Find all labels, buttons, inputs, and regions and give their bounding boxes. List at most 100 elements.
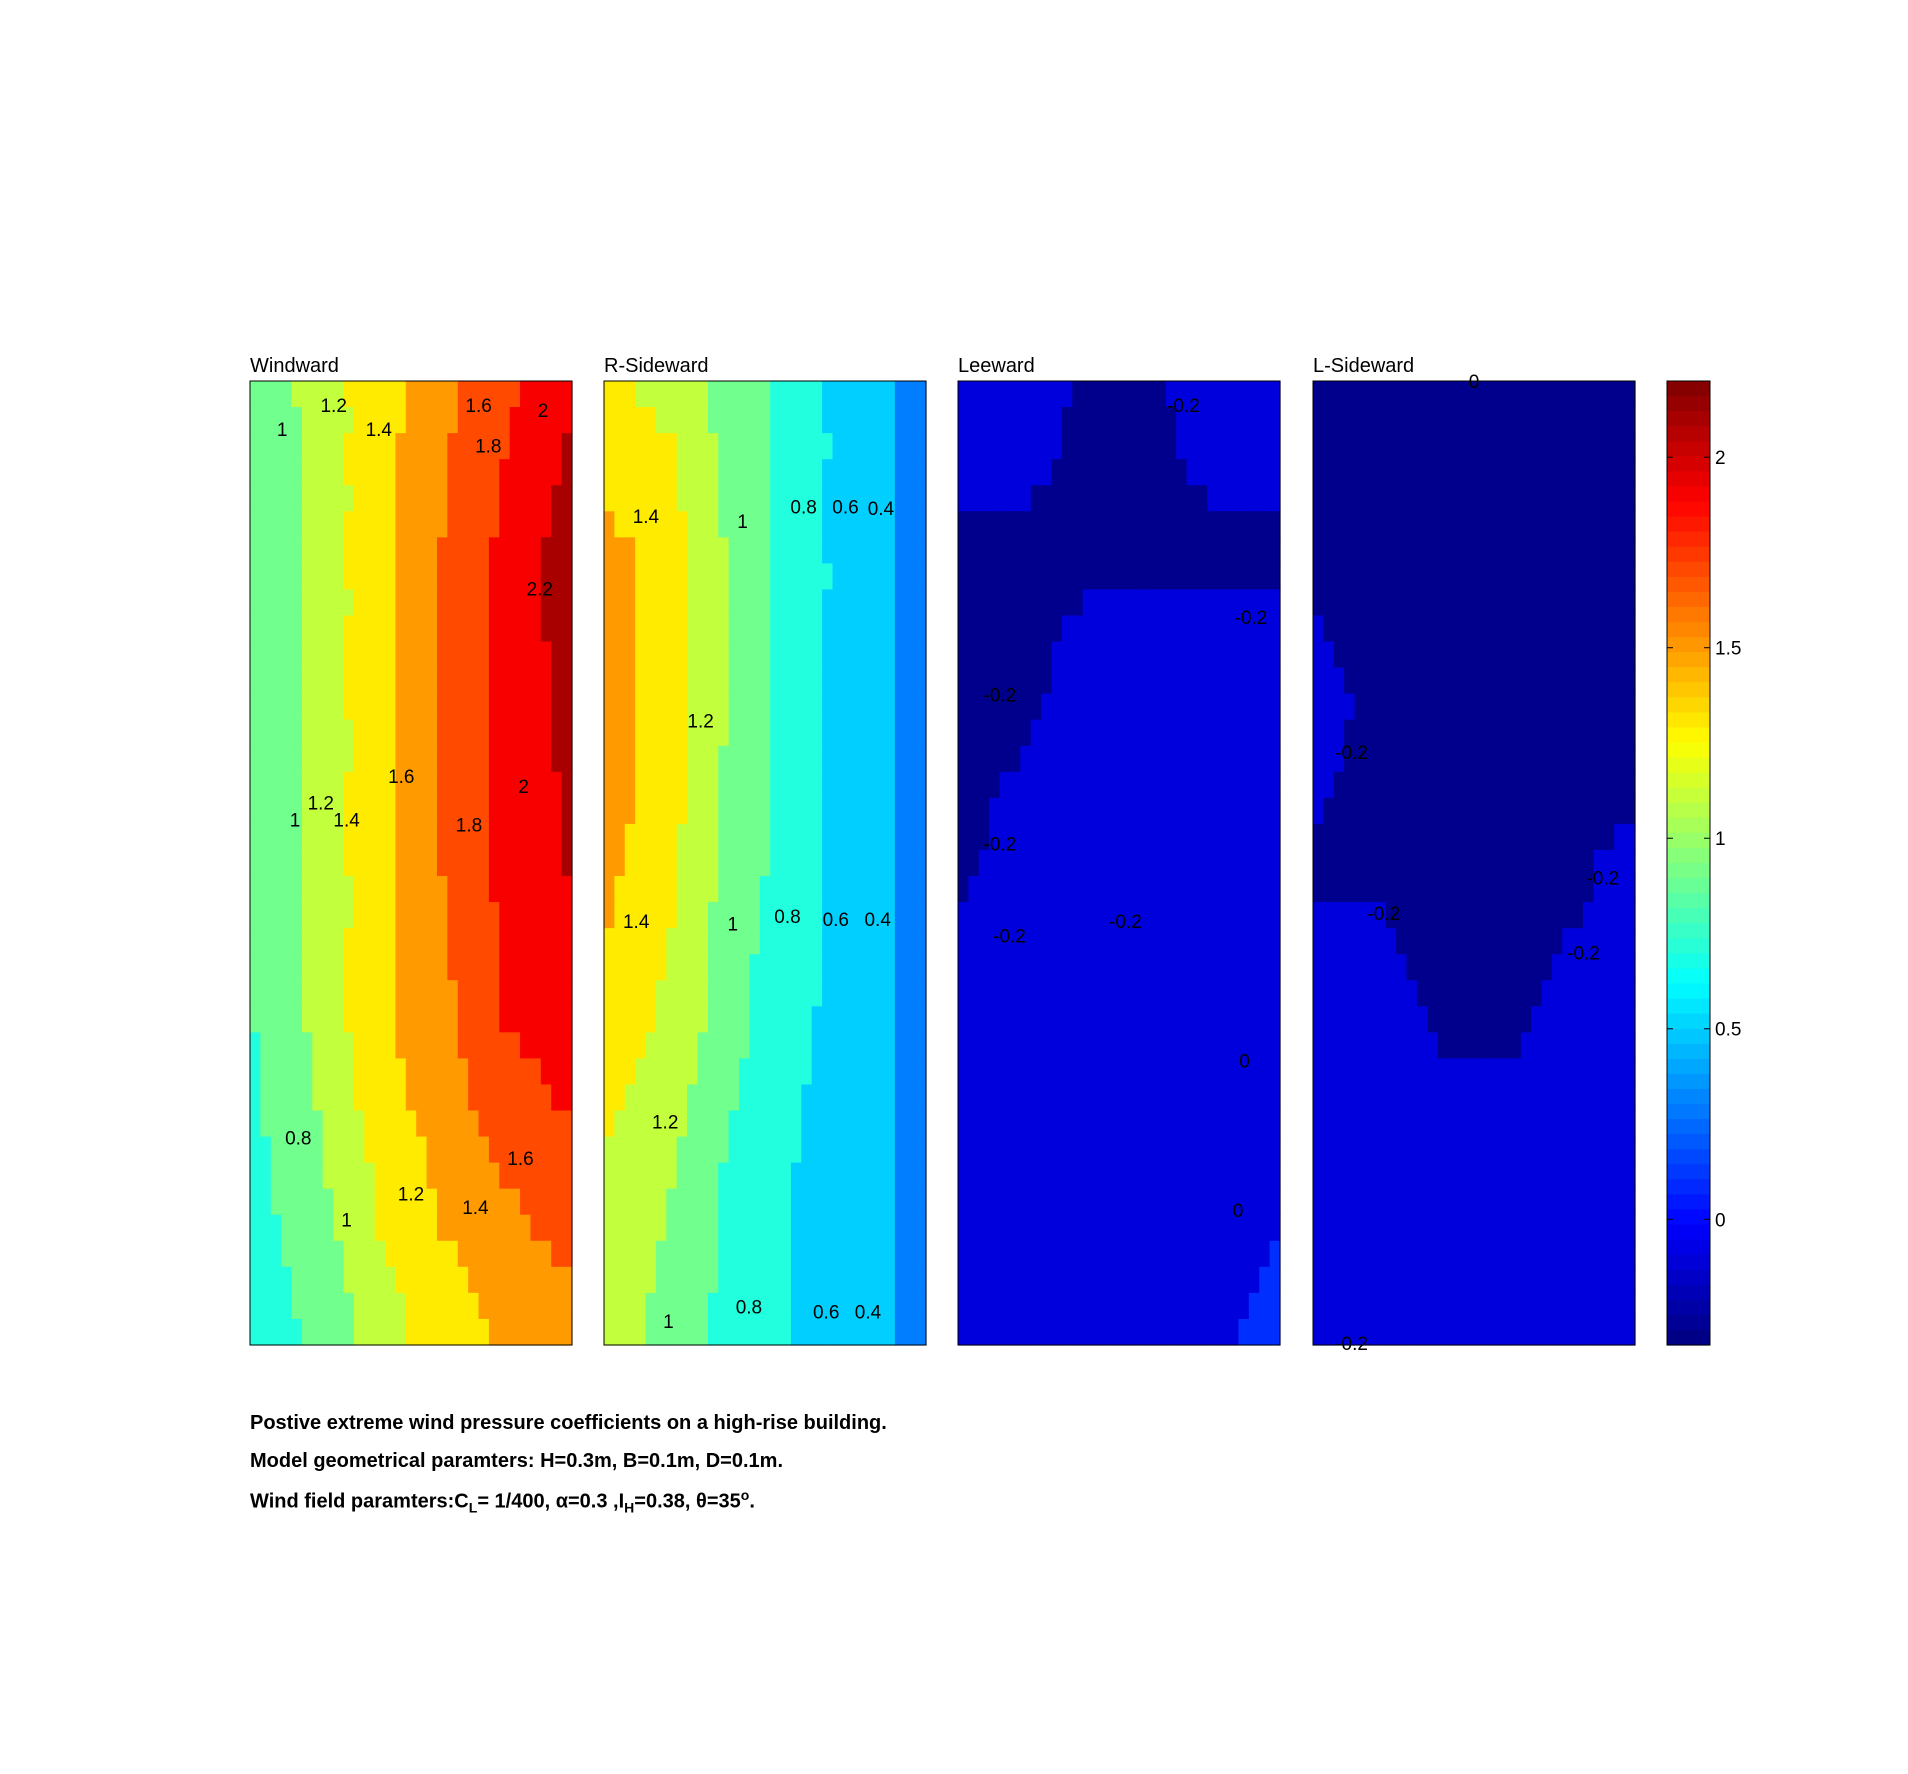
panel-3-cell bbox=[1228, 849, 1240, 877]
panel-3-cell bbox=[968, 1162, 980, 1190]
panel-4-cell bbox=[1468, 433, 1480, 460]
panel-2-cell bbox=[604, 563, 615, 591]
panel-3-cell bbox=[1144, 537, 1156, 564]
panel-3-cell bbox=[989, 745, 1001, 773]
panel-4-cell bbox=[1603, 1318, 1615, 1346]
panel-3-cell bbox=[1124, 1318, 1136, 1346]
panel-1-cell bbox=[457, 954, 469, 981]
panel-2-cell bbox=[832, 1006, 844, 1033]
panel-3-cell bbox=[1124, 1240, 1136, 1268]
panel-2-cell bbox=[604, 1006, 615, 1033]
panel-2-cell bbox=[780, 407, 792, 434]
panel-2-cell bbox=[728, 902, 740, 929]
panel-4-cell bbox=[1468, 407, 1480, 434]
panel-3-cell bbox=[1207, 459, 1219, 486]
panel-2-cell bbox=[739, 615, 751, 643]
panel-4-cell bbox=[1583, 849, 1595, 877]
panel-3-cell bbox=[1165, 563, 1177, 591]
panel-3-cell bbox=[1082, 693, 1094, 721]
panel-4-cell bbox=[1406, 876, 1418, 903]
panel-1-cell bbox=[447, 1214, 459, 1242]
panel-2-cell bbox=[842, 1266, 854, 1294]
panel-3-cell bbox=[1186, 876, 1198, 903]
panel-4-cell bbox=[1385, 433, 1397, 460]
panel-3-cell bbox=[1144, 1136, 1156, 1164]
panel-2-cell bbox=[728, 667, 740, 695]
panel-4-cell bbox=[1531, 1292, 1543, 1320]
panel-3-cell bbox=[1269, 876, 1281, 903]
panel-2-cell bbox=[614, 1266, 626, 1294]
panel-2-cell bbox=[884, 902, 896, 929]
panel-2-cell bbox=[832, 1214, 844, 1242]
panel-2-cell bbox=[801, 1032, 813, 1059]
panel-1-cell bbox=[551, 1032, 563, 1059]
panel-3-cell bbox=[1072, 1266, 1084, 1294]
panel-1-cell bbox=[499, 1084, 511, 1112]
panel-4-cell bbox=[1624, 1188, 1636, 1216]
panel-3-cell bbox=[1217, 849, 1229, 877]
panel-2-cell bbox=[905, 459, 917, 486]
panel-4-cell bbox=[1614, 641, 1626, 669]
panel-4-cell bbox=[1427, 1214, 1439, 1242]
colorbar-segment bbox=[1667, 1028, 1710, 1045]
panel-2-cell bbox=[863, 1292, 875, 1320]
panel-1-cell bbox=[436, 537, 448, 564]
panel-3-cell bbox=[1196, 667, 1208, 695]
panel-1-cell bbox=[509, 485, 521, 512]
panel-1-cell bbox=[333, 1136, 345, 1164]
panel-3-cell bbox=[1134, 1214, 1146, 1242]
panel-3-cell bbox=[1103, 823, 1115, 851]
panel-3-cell bbox=[1041, 1292, 1053, 1320]
panel-1-cell bbox=[530, 771, 542, 799]
panel-1-cell bbox=[385, 589, 397, 617]
panel-3-cell bbox=[1072, 849, 1084, 877]
panel-1-cell bbox=[333, 667, 345, 695]
panel-2-cell bbox=[666, 876, 678, 903]
panel-4-cell bbox=[1427, 589, 1439, 617]
panel-2-cell bbox=[718, 902, 730, 929]
panel-2-cell bbox=[915, 589, 927, 617]
panel-1-contour-label: 1 bbox=[341, 1211, 352, 1232]
panel-2-cell bbox=[749, 407, 761, 434]
panel-1-cell bbox=[301, 1032, 313, 1059]
panel-2-cell bbox=[655, 719, 667, 747]
panel-4-cell bbox=[1572, 459, 1584, 486]
panel-3-cell bbox=[1134, 433, 1146, 460]
panel-1-cell bbox=[540, 589, 552, 617]
panel-4-cell bbox=[1354, 485, 1366, 512]
panel-1-cell bbox=[281, 1006, 293, 1033]
panel-3-cell bbox=[1269, 1240, 1281, 1268]
panel-1-cell bbox=[436, 771, 448, 799]
panel-2-cell bbox=[707, 563, 719, 591]
panel-4-cell bbox=[1603, 1162, 1615, 1190]
panel-2-cell bbox=[718, 1292, 730, 1320]
panel-2-cell bbox=[884, 797, 896, 825]
panel-1-cell bbox=[520, 954, 532, 981]
panel-2-cell bbox=[655, 1292, 667, 1320]
panel-4-cell bbox=[1583, 381, 1595, 408]
panel-1-cell bbox=[291, 381, 303, 408]
panel-1-cell bbox=[509, 928, 521, 955]
panel-2-cell bbox=[822, 1162, 834, 1190]
panel-4-cell bbox=[1344, 1006, 1356, 1033]
panel-4-cell bbox=[1499, 615, 1511, 643]
panel-1-cell bbox=[374, 537, 386, 564]
panel-4-title: L-Sideward bbox=[1313, 355, 1414, 377]
panel-3-cell bbox=[1061, 1240, 1073, 1268]
panel-4-cell bbox=[1437, 1110, 1449, 1138]
panel-4-cell bbox=[1531, 902, 1543, 929]
panel-3-cell bbox=[1228, 1110, 1240, 1138]
panel-1-cell bbox=[551, 641, 563, 669]
panel-4-cell bbox=[1468, 1032, 1480, 1059]
panel-2-cell bbox=[811, 1266, 823, 1294]
panel-2-cell bbox=[770, 1032, 782, 1059]
panel-4-cell bbox=[1520, 1058, 1532, 1086]
panel-4-cell bbox=[1531, 1266, 1543, 1294]
panel-1-cell bbox=[291, 1084, 303, 1112]
panel-1-cell bbox=[364, 1058, 376, 1086]
panel-3-cell bbox=[1165, 1110, 1177, 1138]
panel-3-cell bbox=[1093, 693, 1105, 721]
panel-4-cell bbox=[1333, 615, 1345, 643]
panel-4-cell bbox=[1531, 1110, 1543, 1138]
panel-4-cell bbox=[1396, 771, 1408, 799]
